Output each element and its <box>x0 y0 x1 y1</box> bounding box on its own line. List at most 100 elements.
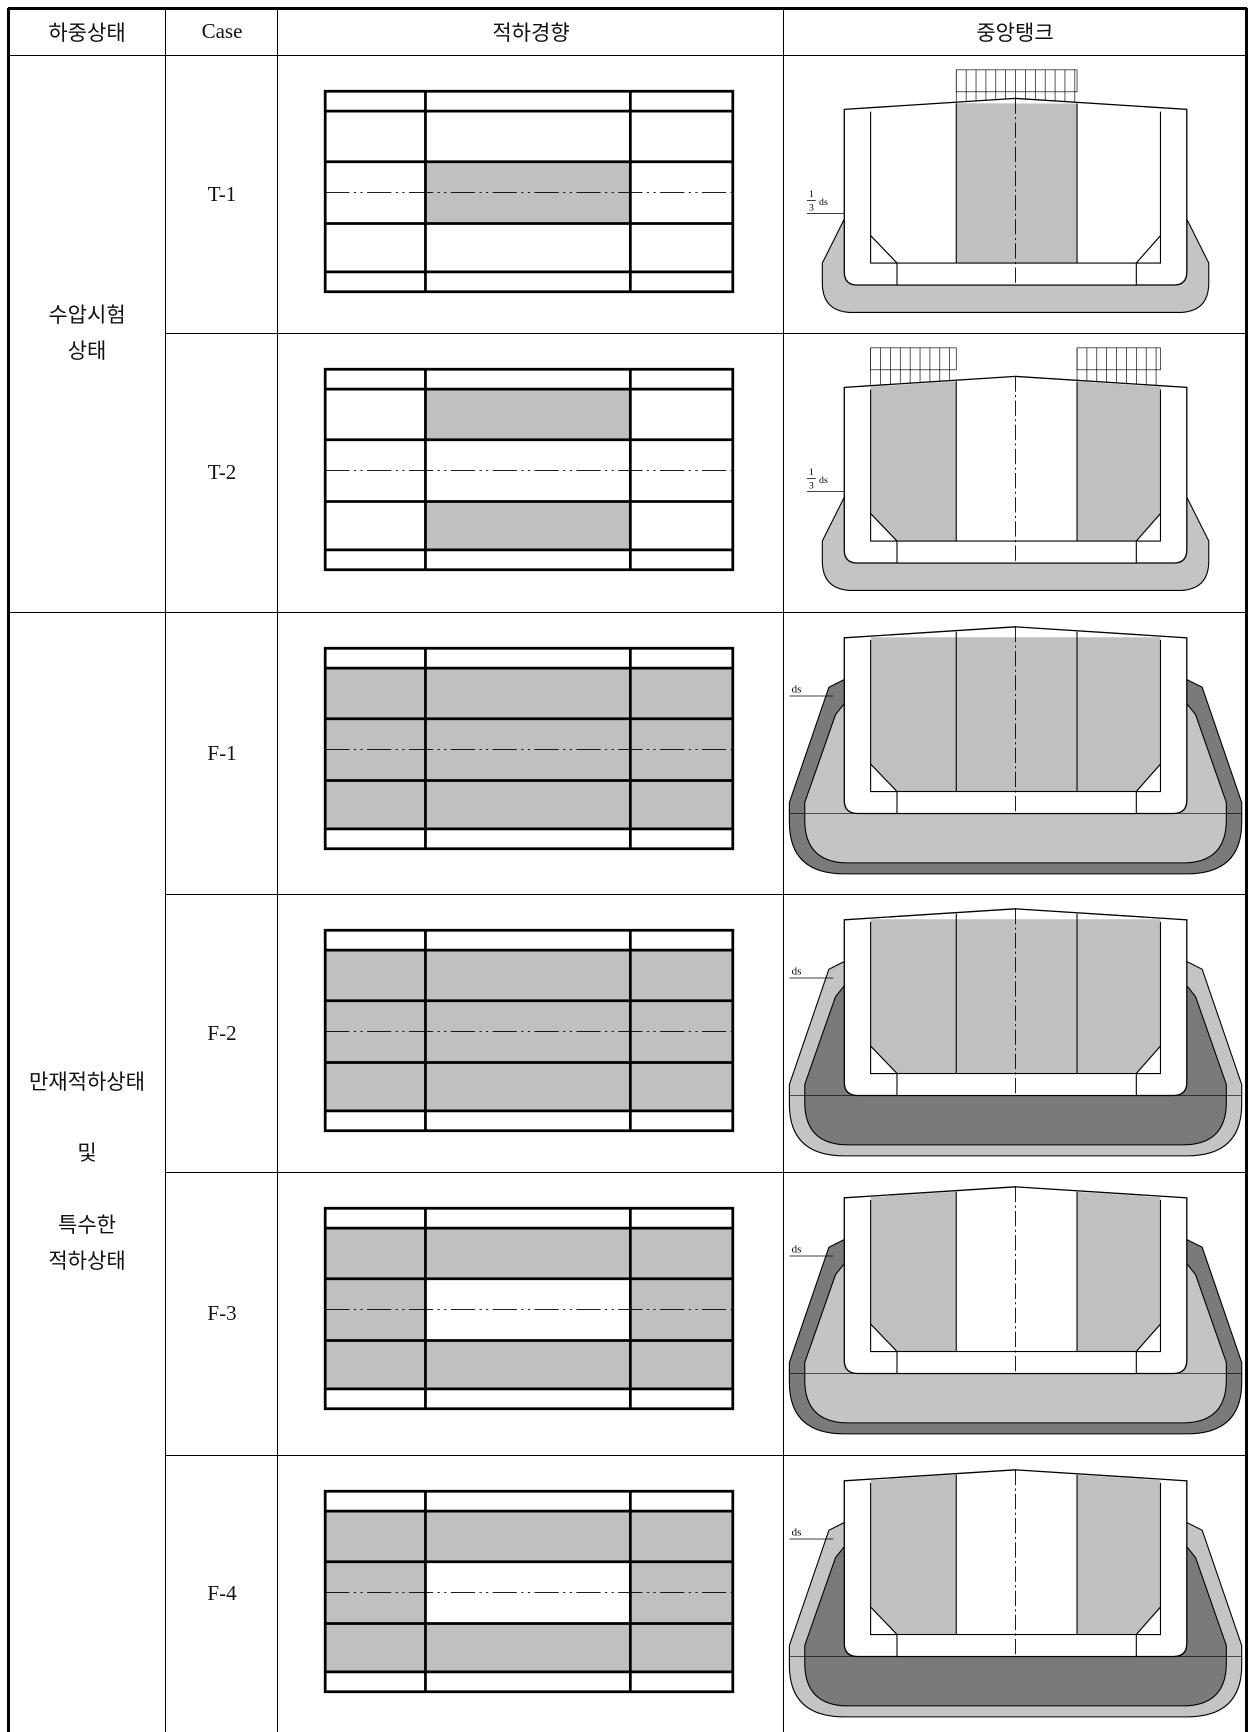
hopper-fill-l <box>870 762 899 793</box>
hold-cell <box>325 501 426 550</box>
v-rule <box>1245 8 1248 1732</box>
header-cell: 중앙탱크 <box>976 20 1054 45</box>
draft-symbol: ds <box>792 966 802 978</box>
double-bottom <box>896 1633 1137 1658</box>
hold-cell <box>325 111 426 162</box>
cargo-tank <box>1077 381 1161 542</box>
hold-cell <box>325 223 426 272</box>
hold-cell <box>425 950 631 1001</box>
pressure-head <box>955 69 1078 93</box>
v-rule <box>165 8 166 1732</box>
cargo-tank <box>956 103 1078 264</box>
h-rule <box>8 7 1247 10</box>
hold-cell <box>325 668 426 719</box>
group-label: 및 <box>77 1136 96 1172</box>
hold-cell <box>630 501 733 550</box>
hopper-fill-l <box>870 1322 899 1353</box>
cargo-tank <box>1077 1191 1161 1352</box>
tank-section: ds <box>788 908 1243 1157</box>
case-cell: F-2 <box>207 1020 237 1045</box>
draft-symbol: ds <box>792 1244 802 1256</box>
hopper-fill-l <box>870 234 899 264</box>
ship: ds <box>788 908 1243 1157</box>
loading-pattern <box>323 89 735 294</box>
v-rule <box>7 8 10 1732</box>
pattern-frame <box>323 1489 735 1694</box>
pattern-frame <box>323 1206 735 1411</box>
h-rule <box>166 894 1246 895</box>
h-rule <box>166 333 1246 334</box>
loading-pattern <box>323 1489 735 1694</box>
pattern-frame <box>323 646 735 851</box>
hopper-fill-l <box>870 1605 899 1636</box>
ship: ds <box>788 626 1243 875</box>
case-cell: F-4 <box>207 1581 237 1605</box>
group-label-line: 상태 <box>67 338 107 363</box>
loading-pattern <box>323 1206 735 1411</box>
hold-cell <box>630 1228 733 1279</box>
ship: ds <box>788 1186 1243 1435</box>
double-bottom <box>896 790 1137 815</box>
group-label-line: 수압시험 <box>48 302 126 327</box>
tank-section: 1 3 ds <box>806 69 1210 314</box>
hold-cell <box>630 1511 733 1562</box>
loading-pattern <box>323 928 735 1133</box>
hold-cell <box>630 1062 733 1111</box>
pattern-frame <box>323 367 735 572</box>
hold-cell <box>325 1511 426 1562</box>
hopper-fill-r <box>1135 234 1162 264</box>
double-bottom <box>896 540 1137 564</box>
double-bottom <box>896 1350 1137 1375</box>
hold-cell <box>325 780 426 829</box>
ship: ds <box>788 1469 1243 1718</box>
hold-cell <box>630 1623 733 1672</box>
group-label-line: 특수한 <box>58 1213 116 1237</box>
draft-numerator: 1 <box>809 467 814 478</box>
hopper-fill-r <box>1135 1322 1162 1353</box>
draft-denominator: 3 <box>809 202 814 213</box>
v-rule <box>783 8 784 1732</box>
case-cell: F-3 <box>207 1301 237 1325</box>
hopper-fill-l <box>870 512 899 542</box>
hold-cell <box>630 111 733 162</box>
group-label-line: 적하상태 <box>48 1248 126 1273</box>
ship: 1 3 ds <box>806 347 1210 592</box>
hold-cell <box>325 1340 426 1389</box>
case-cell: F-1 <box>207 740 237 765</box>
pressure-head <box>870 347 957 371</box>
cargo-tank <box>870 381 957 542</box>
draft-numerator: 1 <box>809 189 814 200</box>
hold-cell <box>425 780 631 829</box>
loading-pattern <box>323 367 735 572</box>
hold-cell <box>425 1228 631 1279</box>
tank-section: ds <box>788 1186 1243 1435</box>
hold-cell <box>425 1623 631 1672</box>
hopper-fill-r <box>1135 762 1162 793</box>
group-label: 만재적하상태 <box>29 1065 145 1101</box>
hopper-fill-r <box>1135 1605 1162 1636</box>
header-cell: 하중상태 <box>48 20 126 45</box>
cargo-tank <box>870 1474 957 1635</box>
hold-cell <box>425 1062 631 1111</box>
draft-symbol: ds <box>792 684 802 696</box>
cargo-tank <box>1077 1474 1161 1635</box>
hold-cell <box>325 1228 426 1279</box>
header-cell: Case <box>201 19 243 43</box>
cargo-tank <box>870 1191 957 1352</box>
case-cell: T-2 <box>207 460 237 484</box>
h-rule <box>166 1455 1246 1456</box>
h-rule <box>8 55 1246 56</box>
hold-cell <box>425 1511 631 1562</box>
pressure-head <box>1076 347 1161 371</box>
ship: 1 3 ds <box>806 69 1210 314</box>
hold-cell <box>325 1062 426 1111</box>
hold-cell <box>425 111 631 162</box>
hold-cell <box>630 668 733 719</box>
h-rule <box>8 612 1246 613</box>
v-rule <box>277 8 278 1732</box>
draft-symbol: ds <box>792 1527 802 1539</box>
